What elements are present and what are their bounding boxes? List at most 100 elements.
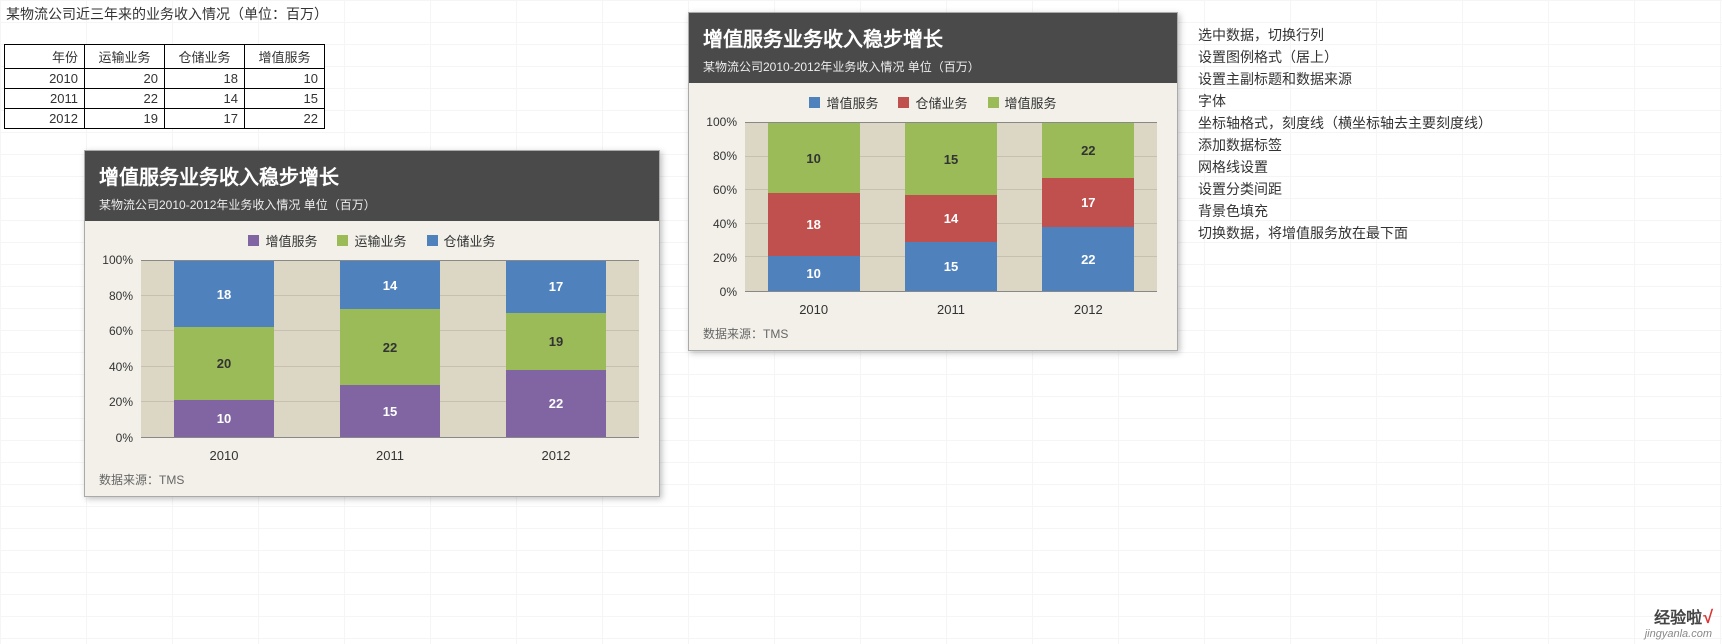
watermark: 经验啦√ jingyanla.com bbox=[1645, 604, 1712, 640]
revenue-table[interactable]: 年份运输业务仓储业务增值服务 2010201810201122141520121… bbox=[4, 44, 325, 129]
legend-label: 增值服务 bbox=[1005, 93, 1057, 112]
bar-segment[interactable]: 15 bbox=[905, 123, 997, 195]
bar-segment[interactable]: 19 bbox=[506, 313, 606, 371]
bar-column[interactable]: 151415 bbox=[905, 123, 997, 291]
bar-segment[interactable]: 20 bbox=[174, 327, 274, 400]
chart-source: 数据来源：TMS bbox=[689, 317, 1177, 350]
bar-segment[interactable]: 10 bbox=[768, 256, 860, 291]
table-cell[interactable]: 18 bbox=[165, 69, 245, 89]
note-line: 设置分类间距 bbox=[1198, 178, 1492, 200]
bar-column[interactable]: 221722 bbox=[1042, 123, 1134, 291]
table-cell[interactable]: 22 bbox=[85, 89, 165, 109]
table-row[interactable]: 2010201810 bbox=[5, 69, 325, 89]
legend-item[interactable]: 运输业务 bbox=[337, 231, 406, 250]
legend-swatch bbox=[898, 97, 909, 108]
table-row[interactable]: 2012191722 bbox=[5, 109, 325, 129]
bar-segment[interactable]: 14 bbox=[905, 195, 997, 241]
bar-segment[interactable]: 22 bbox=[1042, 123, 1134, 178]
note-line: 选中数据，切换行列 bbox=[1198, 24, 1492, 46]
legend-item[interactable]: 仓储业务 bbox=[898, 93, 967, 112]
plot-area: 0%20%40%60%80%100%182010142215171922 bbox=[141, 260, 639, 438]
y-tick: 0% bbox=[720, 285, 737, 299]
stacked-chart-2[interactable]: 增值服务业务收入稳步增长某物流公司2010-2012年业务收入情况 单位（百万）… bbox=[688, 12, 1178, 351]
y-tick: 80% bbox=[109, 289, 133, 303]
table-header[interactable]: 年份 bbox=[5, 45, 85, 69]
bar-segment[interactable]: 14 bbox=[340, 261, 440, 309]
watermark-url: jingyanla.com bbox=[1645, 628, 1712, 640]
y-tick: 60% bbox=[109, 324, 133, 338]
bar-segment[interactable]: 18 bbox=[768, 193, 860, 256]
y-tick: 100% bbox=[706, 115, 737, 129]
legend-item[interactable]: 增值服务 bbox=[248, 231, 317, 250]
y-tick: 40% bbox=[713, 217, 737, 231]
table-cell[interactable]: 19 bbox=[85, 109, 165, 129]
legend-swatch bbox=[337, 235, 348, 246]
note-line: 添加数据标签 bbox=[1198, 134, 1492, 156]
bar-column[interactable]: 101810 bbox=[768, 123, 860, 291]
bar-column[interactable]: 182010 bbox=[174, 261, 274, 437]
bar-segment[interactable]: 15 bbox=[340, 385, 440, 437]
legend-item[interactable]: 增值服务 bbox=[988, 93, 1057, 112]
chart-header: 增值服务业务收入稳步增长某物流公司2010-2012年业务收入情况 单位（百万） bbox=[689, 13, 1177, 83]
table-header[interactable]: 运输业务 bbox=[85, 45, 165, 69]
table-cell[interactable]: 10 bbox=[245, 69, 325, 89]
bar-segment[interactable]: 10 bbox=[768, 123, 860, 193]
check-icon: √ bbox=[1702, 607, 1712, 627]
chart-title: 增值服务业务收入稳步增长 bbox=[703, 23, 1163, 52]
table-cell[interactable]: 20 bbox=[85, 69, 165, 89]
plot-area: 0%20%40%60%80%100%101810151415221722 bbox=[745, 122, 1157, 292]
bar-segment[interactable]: 15 bbox=[905, 242, 997, 291]
legend-label: 增值服务 bbox=[826, 93, 878, 112]
y-tick: 40% bbox=[109, 360, 133, 374]
bar-segment[interactable]: 22 bbox=[506, 370, 606, 437]
bar-segment[interactable]: 22 bbox=[340, 309, 440, 385]
y-tick: 100% bbox=[102, 253, 133, 267]
bar-column[interactable]: 142215 bbox=[340, 261, 440, 437]
page-title: 某物流公司近三年来的业务收入情况（单位：百万） bbox=[6, 4, 328, 24]
stacked-chart-1[interactable]: 增值服务业务收入稳步增长某物流公司2010-2012年业务收入情况 单位（百万）… bbox=[84, 150, 660, 497]
watermark-brand: 经验啦 bbox=[1654, 610, 1702, 627]
y-axis: 0%20%40%60%80%100% bbox=[699, 122, 741, 292]
chart-title: 增值服务业务收入稳步增长 bbox=[99, 161, 645, 190]
x-axis: 2010 2011 2012 bbox=[141, 448, 639, 463]
x-axis: 201020112012 bbox=[745, 302, 1157, 317]
table-cell[interactable]: 2011 bbox=[5, 89, 85, 109]
table-row[interactable]: 2011221415 bbox=[5, 89, 325, 109]
table-cell[interactable]: 2010 bbox=[5, 69, 85, 89]
legend-item[interactable]: 仓储业务 bbox=[427, 231, 496, 250]
y-tick: 60% bbox=[713, 183, 737, 197]
bar-segment[interactable]: 17 bbox=[1042, 178, 1134, 227]
bar-column[interactable]: 171922 bbox=[506, 261, 606, 437]
bar-segment[interactable]: 22 bbox=[1042, 227, 1134, 291]
x-label: 2011 bbox=[340, 448, 440, 463]
x-label: 2012 bbox=[506, 448, 606, 463]
chart-header: 增值服务业务收入稳步增长某物流公司2010-2012年业务收入情况 单位（百万） bbox=[85, 151, 659, 221]
y-tick: 20% bbox=[109, 395, 133, 409]
legend-label: 仓储业务 bbox=[444, 231, 496, 250]
y-tick: 80% bbox=[713, 149, 737, 163]
x-label: 2010 bbox=[768, 302, 860, 317]
y-tick: 20% bbox=[713, 251, 737, 265]
x-label: 2010 bbox=[174, 448, 274, 463]
chart-subtitle: 某物流公司2010-2012年业务收入情况 单位（百万） bbox=[99, 196, 645, 213]
bar-segment[interactable]: 18 bbox=[174, 261, 274, 327]
table-header[interactable]: 增值服务 bbox=[245, 45, 325, 69]
table-cell[interactable]: 17 bbox=[165, 109, 245, 129]
bar-segment[interactable]: 10 bbox=[174, 400, 274, 437]
table-cell[interactable]: 14 bbox=[165, 89, 245, 109]
legend-swatch bbox=[988, 97, 999, 108]
chart-source: 数据来源：TMS bbox=[85, 463, 659, 496]
legend-swatch bbox=[248, 235, 259, 246]
legend-item[interactable]: 增值服务 bbox=[809, 93, 878, 112]
note-line: 切换数据，将增值服务放在最下面 bbox=[1198, 222, 1492, 244]
chart-subtitle: 某物流公司2010-2012年业务收入情况 单位（百万） bbox=[703, 58, 1163, 75]
table-cell[interactable]: 15 bbox=[245, 89, 325, 109]
table-cell[interactable]: 22 bbox=[245, 109, 325, 129]
plot: 101810 151415 221722 bbox=[745, 122, 1157, 292]
table-header[interactable]: 仓储业务 bbox=[165, 45, 245, 69]
bar-segment[interactable]: 17 bbox=[506, 261, 606, 313]
x-label: 2011 bbox=[905, 302, 997, 317]
table-cell[interactable]: 2012 bbox=[5, 109, 85, 129]
y-tick: 0% bbox=[116, 431, 133, 445]
legend-swatch bbox=[427, 235, 438, 246]
